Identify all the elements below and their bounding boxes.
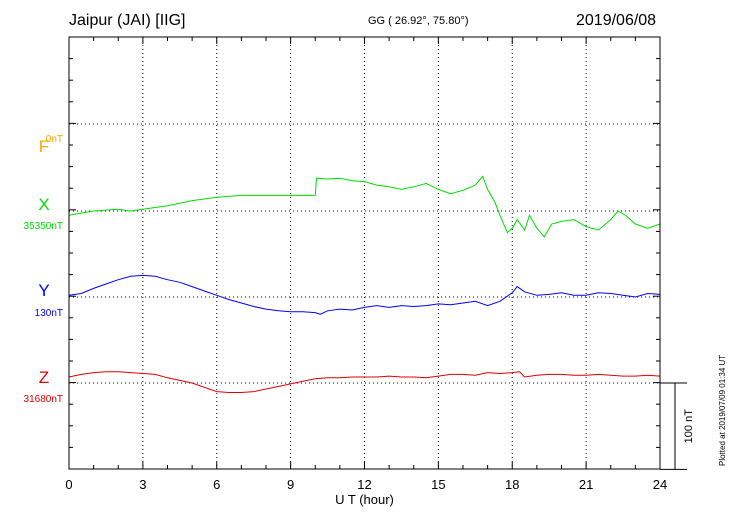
series-baseline-f: 0nT (46, 134, 63, 145)
x-tick-label: 12 (357, 477, 371, 492)
traces (68, 175, 661, 393)
series-name-f: F (39, 137, 49, 156)
x-tick-label: 18 (505, 477, 519, 492)
plotted-timestamp: Plotted at 2019/07/09 01:34 UT (718, 354, 727, 466)
x-axis-label: U T (hour) (335, 492, 394, 507)
trace-y (68, 274, 661, 315)
series-name-x: X (38, 195, 49, 214)
trace-x (68, 175, 661, 238)
station-title: Jaipur (JAI) [IIG] (69, 12, 186, 29)
series-name-y: Y (38, 281, 49, 300)
x-tick-label: 9 (287, 477, 294, 492)
scale-bar: 100 nT (660, 382, 695, 470)
x-tick-label: 24 (653, 477, 667, 492)
x-tick-label: 21 (579, 477, 593, 492)
trace-z (68, 371, 661, 393)
x-tick-label: 15 (431, 477, 445, 492)
series-name-z: Z (39, 368, 49, 387)
x-axis: 0 3 6 9 12 15 18 21 24 U T (hour) (65, 37, 667, 507)
x-tick-label: 3 (139, 477, 146, 492)
series-baseline-z: 31680nT (24, 394, 63, 405)
scale-bar-label: 100 nT (683, 409, 695, 444)
series-baseline-y: 130nT (35, 308, 63, 319)
x-tick-label: 6 (213, 477, 220, 492)
series-baseline-x: 35350nT (24, 221, 63, 232)
gridlines (69, 37, 660, 469)
chart-date: 2019/06/08 (576, 12, 657, 29)
station-coordinates: GG ( 26.92°, 75.80°) (368, 15, 469, 27)
x-tick-label: 0 (65, 477, 72, 492)
